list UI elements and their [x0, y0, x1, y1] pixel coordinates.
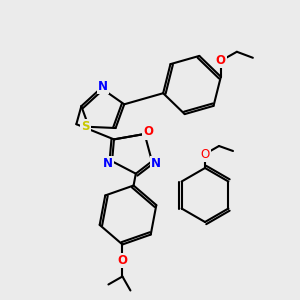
Text: N: N — [98, 80, 108, 93]
Text: N: N — [103, 157, 113, 170]
Text: O: O — [144, 125, 154, 139]
Text: O: O — [117, 254, 128, 267]
Text: O: O — [200, 148, 210, 160]
Text: O: O — [216, 54, 226, 67]
Text: S: S — [82, 120, 90, 134]
Text: N: N — [151, 157, 161, 170]
